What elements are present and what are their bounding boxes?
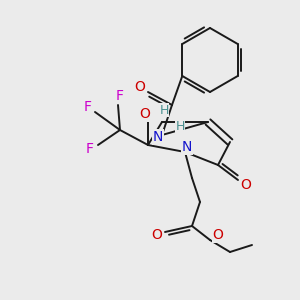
- Text: O: O: [152, 228, 162, 242]
- Text: F: F: [84, 100, 92, 114]
- Text: O: O: [135, 80, 146, 94]
- Text: O: O: [241, 178, 251, 192]
- Text: H: H: [159, 103, 169, 116]
- Text: F: F: [116, 89, 124, 103]
- Text: O: O: [213, 228, 224, 242]
- Text: O: O: [140, 107, 150, 121]
- Text: F: F: [86, 142, 94, 156]
- Text: N: N: [182, 140, 192, 154]
- Text: N: N: [153, 130, 163, 144]
- Text: H: H: [175, 121, 185, 134]
